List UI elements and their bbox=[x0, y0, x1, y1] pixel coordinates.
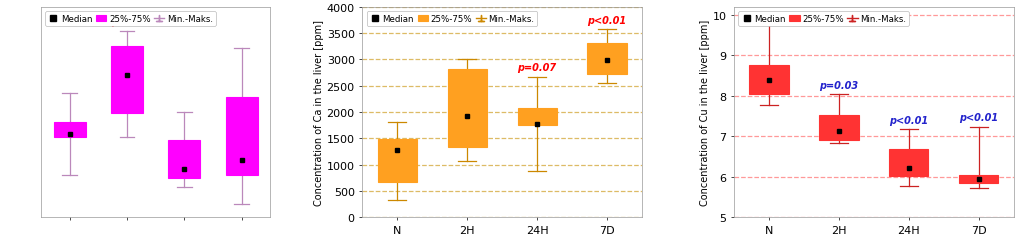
Text: p=0.1: p=0.1 bbox=[111, 16, 143, 26]
Bar bbox=[750, 66, 788, 94]
Y-axis label: Concentration of Ca in the liver [ppm]: Concentration of Ca in the liver [ppm] bbox=[313, 20, 324, 205]
Text: p=0.07: p=0.07 bbox=[517, 63, 557, 73]
Bar bbox=[517, 109, 557, 126]
Text: p=0.03: p=0.03 bbox=[819, 80, 858, 90]
Bar bbox=[53, 123, 86, 137]
Text: p<0.01: p<0.01 bbox=[588, 16, 627, 26]
Bar bbox=[447, 70, 486, 147]
Bar bbox=[819, 116, 858, 140]
Bar bbox=[959, 175, 998, 183]
Text: p<0.01: p<0.01 bbox=[959, 113, 998, 122]
Bar bbox=[225, 98, 258, 175]
Bar bbox=[889, 150, 929, 176]
Y-axis label: Concentration of Cu in the liver [ppm]: Concentration of Cu in the liver [ppm] bbox=[699, 20, 710, 205]
Text: p<0.01: p<0.01 bbox=[889, 116, 929, 126]
Bar bbox=[168, 140, 201, 178]
Bar bbox=[378, 140, 417, 182]
Legend: Median, 25%-75%, Min.-Maks.: Median, 25%-75%, Min.-Maks. bbox=[738, 12, 909, 27]
Bar bbox=[588, 44, 627, 75]
Legend: Median, 25%-75%, Min.-Maks.: Median, 25%-75%, Min.-Maks. bbox=[45, 12, 216, 27]
Bar bbox=[111, 47, 143, 114]
Legend: Median, 25%-75%, Min.-Maks.: Median, 25%-75%, Min.-Maks. bbox=[367, 12, 538, 27]
